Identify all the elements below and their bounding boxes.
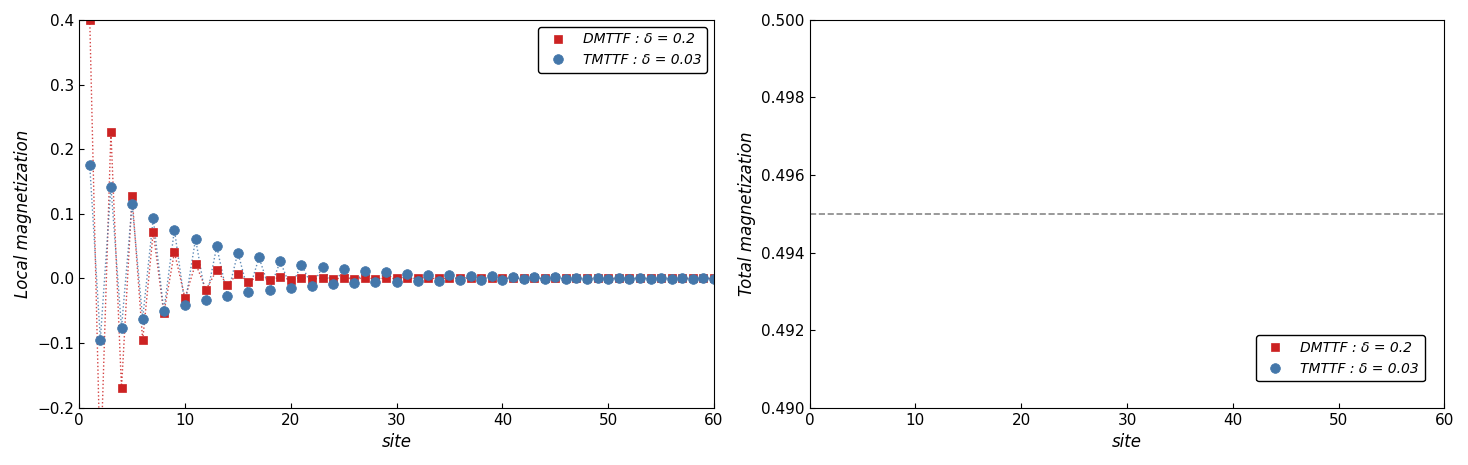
Legend: DMTTF : δ = 0.2, TMTTF : δ = 0.03: DMTTF : δ = 0.2, TMTTF : δ = 0.03 bbox=[539, 27, 708, 73]
TMTTF : δ = 0.03: (60, -0.000211): δ = 0.03: (60, -0.000211) bbox=[705, 276, 722, 281]
TMTTF : δ = 0.03: (12, -0.033): δ = 0.03: (12, -0.033) bbox=[197, 297, 214, 303]
Y-axis label: Total magnetization: Total magnetization bbox=[737, 132, 756, 296]
TMTTF : δ = 0.03: (19, 0.0263): δ = 0.03: (19, 0.0263) bbox=[272, 259, 289, 264]
TMTTF : δ = 0.03: (2, -0.0945): δ = 0.03: (2, -0.0945) bbox=[91, 337, 109, 342]
TMTTF : δ = 0.03: (17, 0.0325): δ = 0.03: (17, 0.0325) bbox=[250, 255, 267, 260]
Line: DMTTF : δ = 0.2: DMTTF : δ = 0.2 bbox=[85, 16, 718, 465]
TMTTF : δ = 0.03: (22, -0.0115): δ = 0.03: (22, -0.0115) bbox=[302, 283, 320, 289]
DMTTF : δ = 0.2: (19, 0.00234): δ = 0.2: (19, 0.00234) bbox=[272, 274, 289, 280]
Line: TMTTF : δ = 0.03: TMTTF : δ = 0.03 bbox=[85, 160, 719, 345]
X-axis label: site: site bbox=[1113, 433, 1142, 451]
DMTTF : δ = 0.2: (12, -0.0173): δ = 0.2: (12, -0.0173) bbox=[197, 287, 214, 292]
Y-axis label: Local magnetization: Local magnetization bbox=[13, 130, 32, 298]
DMTTF : δ = 0.2: (21, 0.00132): δ = 0.2: (21, 0.00132) bbox=[292, 275, 310, 280]
TMTTF : δ = 0.03: (39, 0.00321): δ = 0.03: (39, 0.00321) bbox=[483, 273, 501, 279]
DMTTF : δ = 0.2: (60, -1.91e-08): δ = 0.2: (60, -1.91e-08) bbox=[705, 276, 722, 281]
DMTTF : δ = 0.2: (1, 0.4): δ = 0.2: (1, 0.4) bbox=[81, 17, 98, 23]
DMTTF : δ = 0.2: (17, 0.00414): δ = 0.2: (17, 0.00414) bbox=[250, 273, 267, 279]
TMTTF : δ = 0.03: (21, 0.0213): δ = 0.03: (21, 0.0213) bbox=[292, 262, 310, 267]
TMTTF : δ = 0.03: (1, 0.175): δ = 0.03: (1, 0.175) bbox=[81, 163, 98, 168]
DMTTF : δ = 0.2: (22, -0.000992): δ = 0.2: (22, -0.000992) bbox=[302, 276, 320, 282]
Legend: DMTTF : δ = 0.2, TMTTF : δ = 0.03: DMTTF : δ = 0.2, TMTTF : δ = 0.03 bbox=[1257, 335, 1425, 381]
X-axis label: site: site bbox=[382, 433, 411, 451]
DMTTF : δ = 0.2: (39, 7.71e-06): δ = 0.2: (39, 7.71e-06) bbox=[483, 276, 501, 281]
